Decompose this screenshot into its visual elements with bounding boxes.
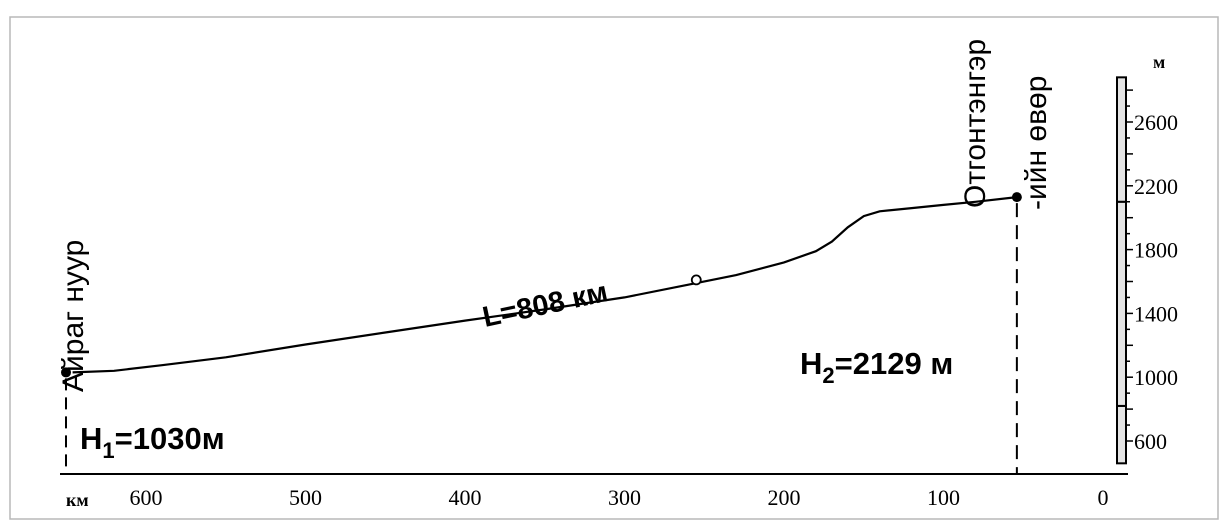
h1-label: H1=1030м	[80, 421, 225, 463]
y-axis-unit: м	[1153, 52, 1165, 72]
y-tick-label: 1400	[1134, 301, 1178, 326]
x-tick-label: 500	[289, 485, 322, 510]
h1-prefix: H	[80, 421, 102, 456]
y-tick-label: 1000	[1134, 365, 1178, 390]
y-tick-label: 2600	[1134, 110, 1178, 135]
chart-frame	[9, 16, 1219, 520]
start-label: Айраг нуур	[57, 240, 90, 392]
x-tick-label: 0	[1098, 485, 1109, 510]
x-tick-label: 600	[130, 485, 163, 510]
y-ticks: 600 1000 1400 1800 2200 2600	[1134, 110, 1178, 454]
x-tick-label: 300	[608, 485, 641, 510]
h2-subscript: 2	[822, 363, 834, 388]
start-point	[61, 367, 71, 378]
y-tick-label: 2200	[1134, 174, 1178, 199]
y-scale-segment	[1116, 200, 1127, 407]
y-scale-segment	[1116, 404, 1127, 465]
y-tick-label: 1800	[1134, 238, 1178, 263]
h2-label: H2=2129 м	[800, 346, 953, 388]
x-tick-label: 100	[927, 485, 960, 510]
x-ticks: 600 500 400 300 200 100 0	[130, 485, 1109, 510]
y-tick-label: 600	[1134, 429, 1167, 454]
mid-marker	[690, 274, 702, 286]
length-label: L=808 км	[480, 276, 611, 334]
x-tick-label: 400	[449, 485, 482, 510]
x-tick-label: 200	[768, 485, 801, 510]
end-point	[1011, 192, 1022, 203]
h2-value: =2129 м	[835, 346, 954, 381]
h2-prefix: H	[800, 346, 822, 381]
y-scale-bar	[1116, 76, 1133, 465]
end-label-line1: Отгонтэнгэр	[959, 39, 992, 208]
end-label-line2: -ийн өвөр	[1020, 76, 1053, 210]
x-axis-unit: км	[66, 490, 89, 510]
y-scale-segment	[1116, 76, 1127, 203]
h1-subscript: 1	[102, 438, 114, 463]
profile-line	[72, 196, 1018, 374]
h1-value: =1030м	[115, 421, 225, 456]
